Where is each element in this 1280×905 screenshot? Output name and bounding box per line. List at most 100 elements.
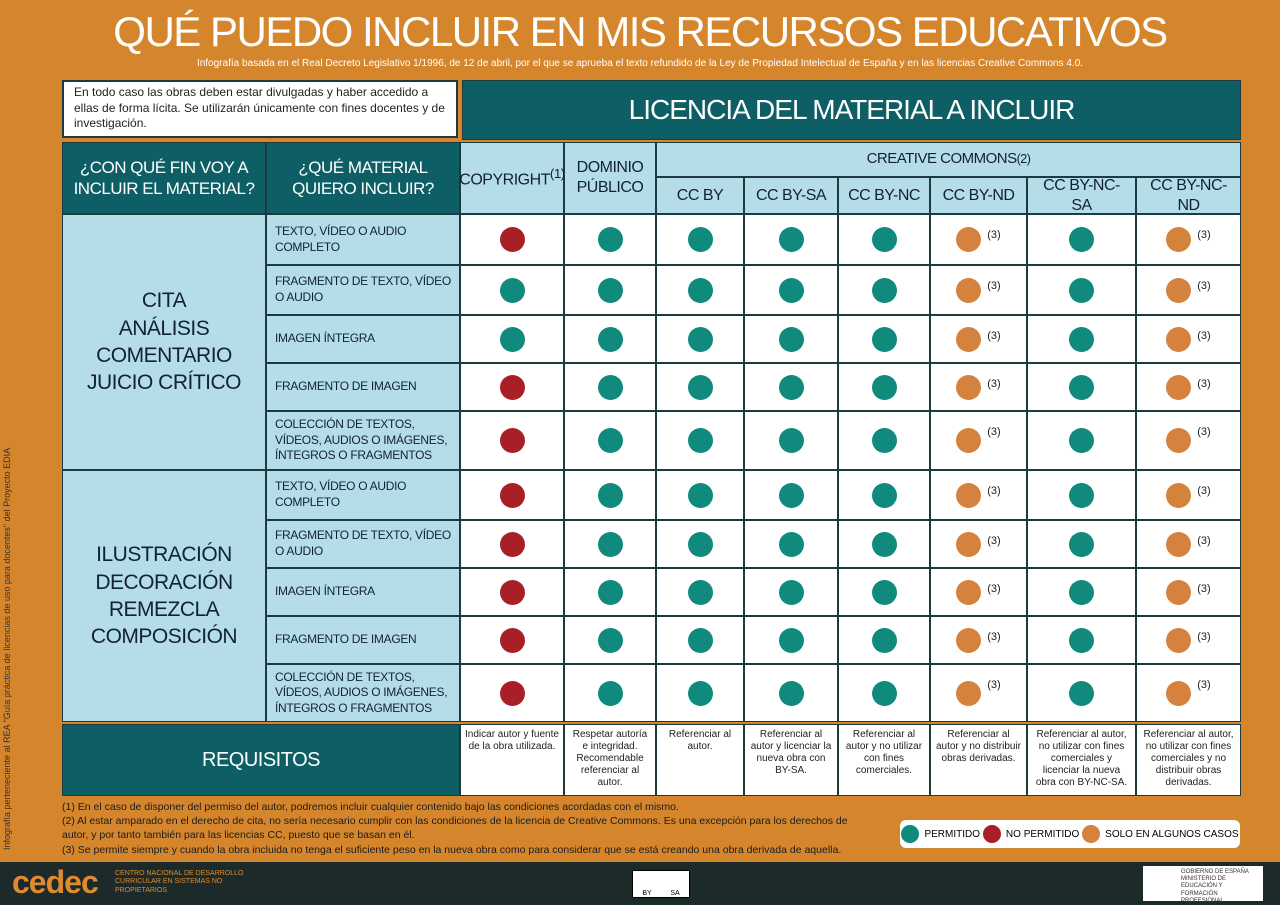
purpose-cell: CITA ANÁLISIS COMENTARIO JUICIO CRÍTICO [62, 214, 266, 470]
footnotes: (1) En el caso de disponer del permiso d… [62, 800, 862, 856]
status-dot [499, 531, 525, 557]
status-cell [460, 616, 564, 664]
status-dot [597, 326, 623, 352]
column-header: DOMINIO PÚBLICO [564, 142, 656, 214]
status-cell [460, 411, 564, 470]
status-cell [1027, 616, 1136, 664]
status-cell [744, 265, 838, 315]
footnote: (3) Se permite siempre y cuando la obra … [62, 843, 842, 856]
status-cell [744, 470, 838, 520]
status-dot [499, 579, 525, 605]
status-cell [656, 520, 744, 568]
status-cell [656, 315, 744, 363]
side-note: Infografía perteneciente al REA "Guía pr… [2, 447, 12, 850]
cc-term: BY [642, 890, 652, 897]
material-cell: COLECCIÓN DE TEXTOS, VÍDEOS, AUDIOS O IM… [266, 664, 460, 722]
status-cell [564, 616, 656, 664]
status-dot [871, 579, 897, 605]
status-dot [871, 227, 897, 252]
status-cell: (3) [930, 363, 1027, 411]
status-dot [597, 579, 623, 605]
legend-swatch [901, 825, 920, 843]
status-cell: (3) [1136, 315, 1241, 363]
status-dot [687, 277, 713, 303]
cell-note: (3) [987, 631, 1001, 643]
column-header: CC BY-NC [838, 177, 930, 214]
cell-note: (3) [1197, 229, 1211, 241]
status-cell [838, 616, 930, 664]
gov: GOBIERNO DE ESPAÑA [1181, 869, 1249, 875]
status-dot [687, 428, 713, 453]
status-dot [687, 579, 713, 605]
purpose: ILUSTRACIÓN [96, 543, 232, 567]
legend-swatch [1082, 825, 1101, 843]
footnote: (1) En el caso de disponer del permiso d… [62, 801, 679, 813]
material-cell: IMAGEN ÍNTEGRA [266, 568, 460, 616]
legend-item: SOLO EN ALGUNOS CASOS [1082, 825, 1239, 843]
status-cell [838, 470, 930, 520]
status-cell [460, 664, 564, 722]
status-cell [744, 363, 838, 411]
status-dot [871, 326, 897, 352]
status-dot [687, 680, 713, 706]
status-dot [871, 428, 897, 453]
material-cell: FRAGMENTO DE TEXTO, VÍDEO O AUDIO [266, 520, 460, 568]
status-cell [744, 315, 838, 363]
footnote: (2) Al estar amparado en el derecho de c… [62, 815, 848, 842]
status-dot [687, 227, 713, 252]
status-cell: (3) [1136, 664, 1241, 722]
status-dot [597, 374, 623, 400]
status-dot [597, 680, 623, 706]
status-dot [597, 227, 623, 252]
status-cell [1027, 520, 1136, 568]
status-cell [460, 520, 564, 568]
status-cell: (3) [1136, 520, 1241, 568]
status-cell [460, 568, 564, 616]
status-cell [838, 315, 930, 363]
cell-note: (3) [987, 426, 1001, 438]
cell-note: (3) [1197, 378, 1211, 390]
cc-group-label: CREATIVE COMMONS [866, 150, 1018, 168]
status-dot [956, 579, 982, 605]
status-dot [871, 680, 897, 706]
status-cell: (3) [930, 520, 1027, 568]
status-cell: (3) [930, 411, 1027, 470]
column-label: CC BY-NC-ND [1150, 176, 1227, 214]
cell-note: (3) [987, 535, 1001, 547]
status-dot [1069, 579, 1094, 605]
status-dot [1069, 428, 1094, 453]
legend-swatch [982, 825, 1001, 843]
cell-note: (3) [1197, 679, 1211, 691]
status-dot [1069, 531, 1094, 557]
material-cell: IMAGEN ÍNTEGRA [266, 315, 460, 363]
cell-note: (3) [987, 583, 1001, 595]
status-dot [956, 482, 982, 508]
status-dot [956, 326, 982, 352]
column-note: (1) [549, 165, 565, 181]
status-dot [956, 627, 982, 653]
logo: cedec [12, 864, 99, 900]
status-cell [1027, 470, 1136, 520]
status-dot [499, 680, 525, 706]
status-cell: (3) [930, 664, 1027, 722]
status-dot [597, 482, 623, 508]
status-cell [1027, 411, 1136, 470]
status-cell [1027, 568, 1136, 616]
status-dot [1069, 277, 1094, 303]
status-cell: (3) [1136, 470, 1241, 520]
purpose: COMPOSICIÓN [90, 625, 238, 649]
status-dot [687, 326, 713, 352]
status-dot [871, 277, 897, 303]
purpose: DECORACIÓN [95, 570, 233, 594]
status-cell [744, 568, 838, 616]
cell-note: (3) [1197, 280, 1211, 292]
requirement: Referenciar al autor. [656, 724, 744, 796]
status-cell [564, 411, 656, 470]
status-dot [687, 627, 713, 653]
org: CENTRO NACIONAL DE DESARROLLO CURRICULAR… [115, 870, 244, 894]
column-header: CC BY [656, 177, 744, 214]
column-header: CC BY-NC-SA [1027, 177, 1136, 214]
status-cell [656, 568, 744, 616]
status-cell [460, 214, 564, 265]
status-cell [744, 411, 838, 470]
